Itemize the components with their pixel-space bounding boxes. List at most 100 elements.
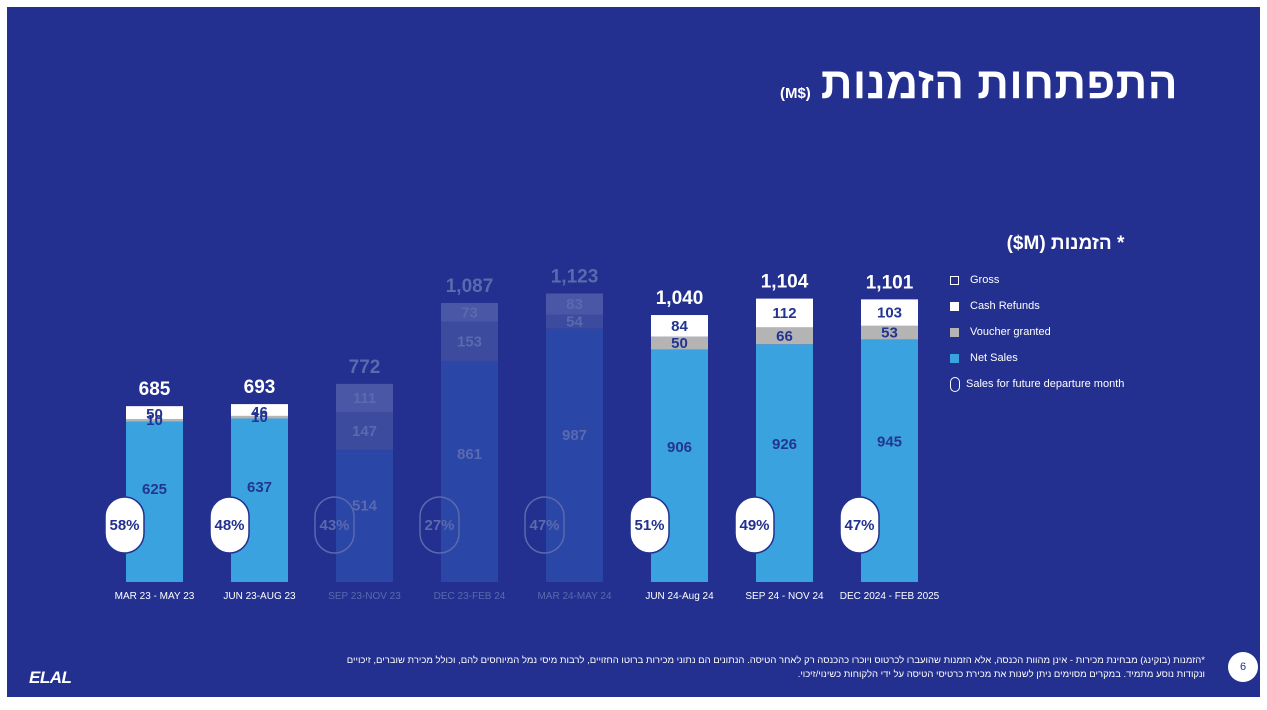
future-departure-percent: 47% bbox=[529, 517, 559, 534]
future-departure-percent: 47% bbox=[844, 517, 874, 534]
voucher-label: 153 bbox=[457, 333, 482, 350]
cash-refunds-bar bbox=[756, 298, 813, 328]
legend-item-cash-refunds: Cash Refunds bbox=[950, 293, 1124, 319]
cash-refunds-label: 84 bbox=[671, 318, 688, 335]
title-block: התפתחות הזמנות ($M) bbox=[780, 59, 1178, 109]
legend-item-net-sales: Net Sales bbox=[950, 345, 1124, 371]
elal-logo: ELAL bbox=[29, 668, 72, 687]
cash-refunds-bar bbox=[651, 315, 708, 337]
cash-refunds-bar bbox=[546, 293, 603, 315]
x-tick-label: MAR 24-MAY 24 bbox=[537, 591, 612, 602]
legend-item-gross: Gross bbox=[950, 267, 1124, 293]
total-label: 1,101 bbox=[866, 272, 914, 293]
future-departure-pill bbox=[524, 496, 565, 554]
legend-label: Sales for future departure month bbox=[966, 378, 1125, 390]
future-departure-pill bbox=[314, 496, 355, 554]
legend: * הזמנות (M$) Gross Cash Refunds Voucher… bbox=[950, 233, 1124, 397]
x-tick-label: JUN 24-Aug 24 bbox=[645, 591, 714, 602]
net-sales-label: 926 bbox=[772, 436, 797, 453]
voucher-label: 53 bbox=[881, 325, 898, 342]
net-sales-label: 987 bbox=[562, 427, 587, 444]
future-departure-pill bbox=[209, 496, 250, 554]
total-label: 1,087 bbox=[446, 276, 494, 297]
net-sales-label: 945 bbox=[877, 433, 902, 450]
legend-label: Cash Refunds bbox=[970, 300, 1040, 312]
net-sales-bar bbox=[441, 360, 498, 582]
future-departure-percent: 27% bbox=[424, 517, 454, 534]
cash-refunds-bar bbox=[861, 299, 918, 326]
footnote-line-2: ונקודות נוסע מתמיד. במקרים מסוימים ניתן … bbox=[797, 669, 1205, 680]
future-departure-percent: 49% bbox=[739, 517, 769, 534]
voucher-label: 50 bbox=[671, 335, 688, 352]
net-sales-bar bbox=[546, 328, 603, 582]
future-departure-percent: 51% bbox=[634, 517, 664, 534]
net-sales-label: 637 bbox=[247, 479, 272, 496]
future-departure-pill bbox=[629, 496, 670, 554]
x-tick-label: MAR 23 - MAY 23 bbox=[115, 591, 195, 602]
total-label: 693 bbox=[244, 377, 276, 398]
legend-label: Gross bbox=[970, 274, 1000, 286]
footnote: *הזמנות (בוקינג) מבחינת מכירות - אינן מה… bbox=[225, 654, 1205, 682]
title-unit: ($M) bbox=[779, 85, 811, 103]
x-tick-label: DEC 23-FEB 24 bbox=[434, 591, 506, 602]
x-tick-label: JUN 23-AUG 23 bbox=[223, 591, 296, 602]
cash-refunds-bar bbox=[231, 404, 288, 416]
slide-title: התפתחות הזמנות bbox=[820, 59, 1178, 108]
voucher-label: 147 bbox=[352, 423, 377, 440]
future-departure-percent: 43% bbox=[319, 517, 349, 534]
net-sales-label: 861 bbox=[457, 446, 482, 463]
legend-item-voucher: Voucher granted bbox=[950, 319, 1124, 345]
cash-refunds-label: 112 bbox=[772, 305, 796, 322]
net-sales-label: 625 bbox=[142, 481, 167, 498]
total-label: 1,040 bbox=[656, 288, 704, 309]
future-departure-pill bbox=[734, 496, 775, 554]
voucher-label: 66 bbox=[776, 328, 793, 345]
voucher-bar bbox=[126, 418, 183, 422]
net-sales-label: 906 bbox=[667, 439, 692, 456]
gross-swatch bbox=[950, 275, 959, 285]
voucher-label: 10 bbox=[146, 412, 163, 429]
legend-title: * הזמנות (M$) bbox=[1006, 233, 1125, 254]
voucher-label: 54 bbox=[566, 314, 583, 331]
voucher-bar bbox=[441, 321, 498, 361]
cash-refunds-bar bbox=[441, 302, 498, 322]
future-departure-pill bbox=[419, 496, 460, 554]
legend-item-future: Sales for future departure month bbox=[950, 371, 1124, 397]
cash-refunds-label: 103 bbox=[877, 305, 902, 322]
net-sales-bar bbox=[336, 450, 393, 582]
cash-refunds-swatch bbox=[950, 301, 959, 311]
voucher-bar bbox=[756, 327, 813, 345]
legend-label: Voucher granted bbox=[970, 326, 1051, 338]
page-number: 6 bbox=[1228, 652, 1258, 682]
voucher-bar bbox=[231, 415, 288, 419]
total-label: 1,123 bbox=[551, 266, 599, 287]
cash-refunds-bar bbox=[336, 383, 393, 413]
x-tick-label: DEC 2024 - FEB 2025 bbox=[840, 591, 940, 602]
cash-refunds-label: 50 bbox=[146, 406, 163, 423]
x-tick-label: SEP 24 - NOV 24 bbox=[745, 591, 824, 602]
cash-refunds-label: 46 bbox=[251, 404, 268, 421]
net-sales-label: 514 bbox=[352, 497, 378, 514]
slide: התפתחות הזמנות($M) 625 10 50 685 58% MAR 23 -… bbox=[7, 7, 1260, 697]
future-pill-icon bbox=[950, 376, 960, 392]
voucher-swatch bbox=[950, 327, 959, 337]
cash-refunds-bar bbox=[126, 406, 183, 419]
total-label: 1,104 bbox=[761, 272, 809, 293]
cash-refunds-label: 73 bbox=[461, 304, 478, 321]
cash-refunds-label: 111 bbox=[353, 390, 376, 407]
x-tick-label: SEP 23-NOV 23 bbox=[328, 591, 401, 602]
total-label: 772 bbox=[349, 357, 381, 378]
net-sales-swatch bbox=[950, 353, 959, 363]
voucher-bar bbox=[651, 336, 708, 350]
voucher-label: 10 bbox=[251, 409, 268, 426]
future-departure-pill bbox=[839, 496, 880, 554]
voucher-bar bbox=[336, 412, 393, 451]
future-departure-percent: 48% bbox=[214, 517, 244, 534]
cash-refunds-label: 83 bbox=[566, 296, 583, 313]
legend-label: Net Sales bbox=[970, 352, 1018, 364]
future-departure-pill bbox=[104, 496, 145, 554]
total-label: 685 bbox=[139, 379, 171, 400]
voucher-bar bbox=[861, 325, 918, 340]
footnote-line-1: *הזמנות (בוקינג) מבחינת מכירות - אינן מה… bbox=[346, 655, 1205, 666]
